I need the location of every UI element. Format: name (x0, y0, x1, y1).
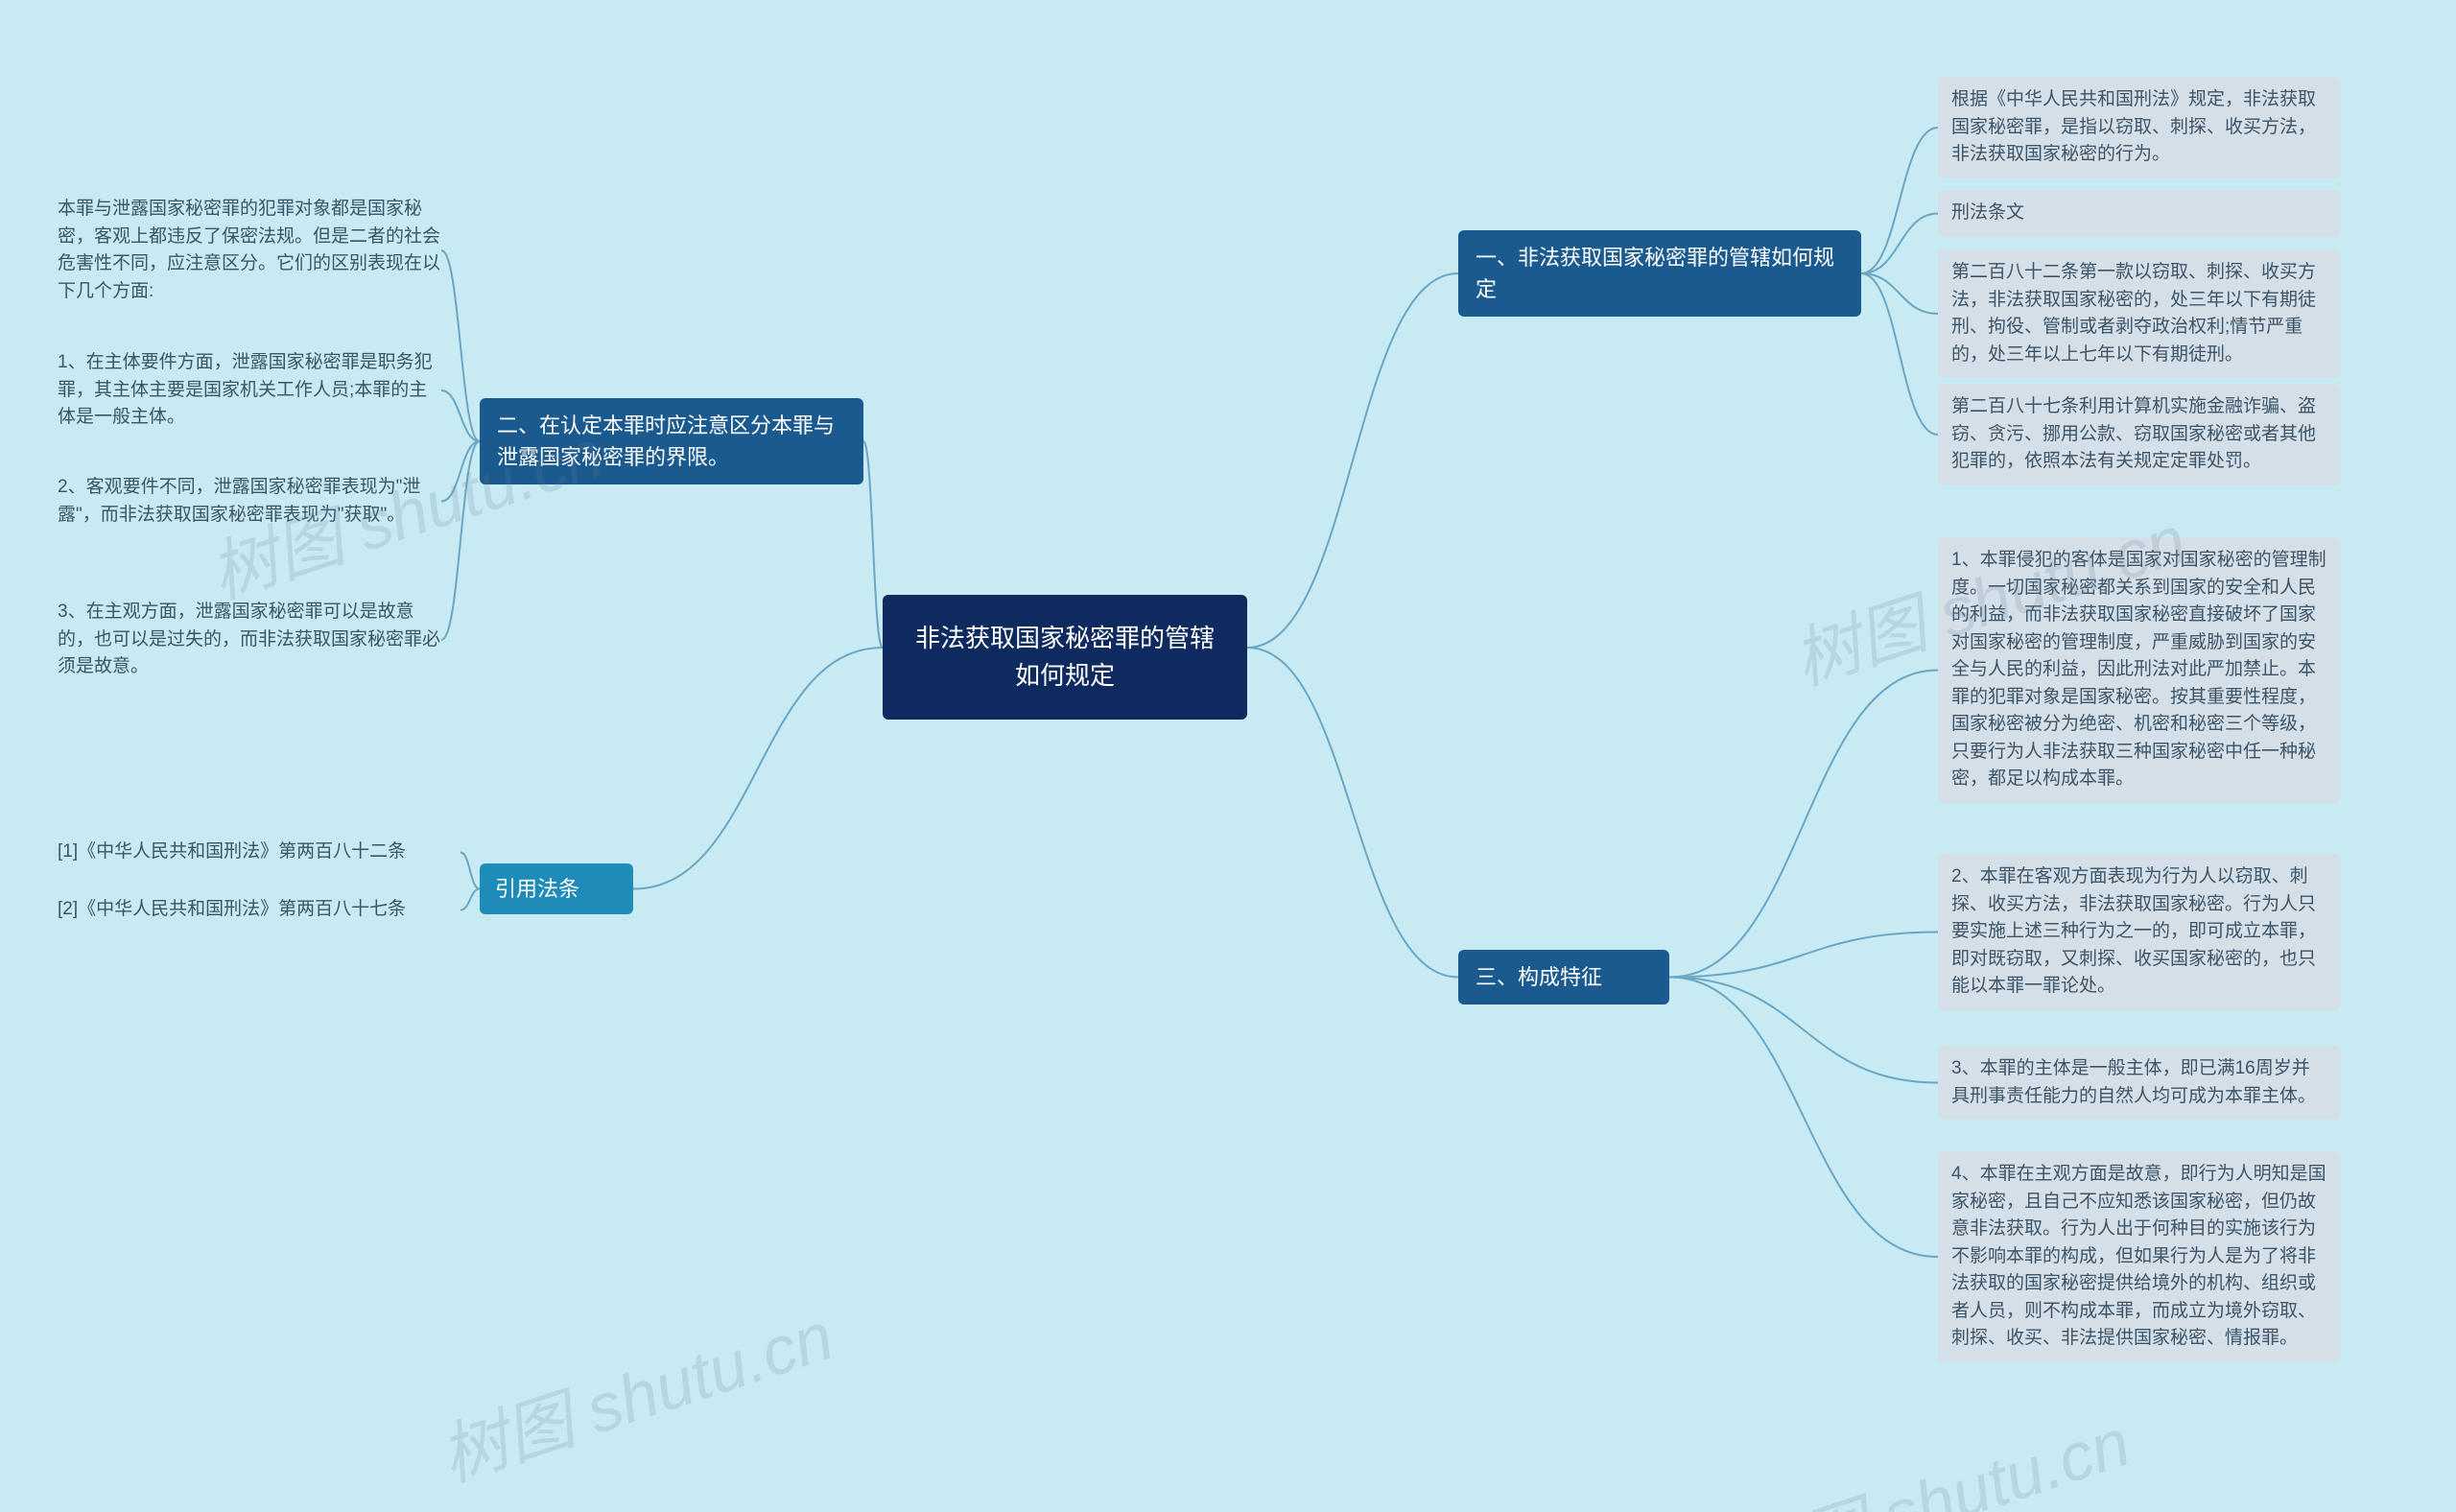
leaf-b1-0: 根据《中华人民共和国刑法》规定，非法获取国家秘密罪，是指以窃取、刺探、收买方法，… (1938, 77, 2341, 178)
leaf-b2-0: 本罪与泄露国家秘密罪的犯罪对象都是国家秘密，客观上都违反了保密法规。但是二者的社… (58, 192, 441, 309)
leaf-b3-1: 2、本罪在客观方面表现为行为人以窃取、刺探、收买方法，非法获取国家秘密。行为人只… (1938, 854, 2341, 1010)
branch-b1[interactable]: 一、非法获取国家秘密罪的管辖如何规定 (1458, 230, 1861, 317)
leaf-b1-1: 刑法条文 (1938, 190, 2341, 237)
leaf-b1-2: 第二百八十二条第一款以窃取、刺探、收买方法，非法获取国家秘密的，处三年以下有期徒… (1938, 249, 2341, 378)
leaf-b2-1: 1、在主体要件方面，泄露国家秘密罪是职务犯罪，其主体主要是国家机关工作人员;本罪… (58, 345, 441, 436)
leaf-b3-2: 3、本罪的主体是一般主体，即已满16周岁并具刑事责任能力的自然人均可成为本罪主体… (1938, 1046, 2341, 1120)
leaf-b3-0: 1、本罪侵犯的客体是国家对国家秘密的管理制度。一切国家秘密都关系到国家的安全和人… (1938, 537, 2341, 803)
leaf-b3-3: 4、本罪在主观方面是故意，即行为人明知是国家秘密，且自己不应知悉该国家秘密，但仍… (1938, 1151, 2341, 1362)
leaf-b1-3: 第二百八十七条利用计算机实施金融诈骗、盗窃、贪污、挪用公款、窃取国家秘密或者其他… (1938, 384, 2341, 485)
watermark-3: 图 shutu.cn (1787, 1389, 2140, 1512)
branch-b2[interactable]: 二、在认定本罪时应注意区分本罪与泄露国家秘密罪的界限。 (480, 398, 863, 484)
leaf-b4-1: [2]《中华人民共和国刑法》第两百八十七条 (58, 892, 460, 928)
leaf-b2-3: 3、在主观方面，泄露国家秘密罪可以是故意的，也可以是过失的，而非法获取国家秘密罪… (58, 595, 441, 685)
root-node[interactable]: 非法获取国家秘密罪的管辖如何规定 (883, 595, 1247, 720)
leaf-b2-2: 2、客观要件不同，泄露国家秘密罪表现为"泄露"，而非法获取国家秘密罪表现为"获取… (58, 470, 441, 532)
watermark-1: 树图 shutu.cn (427, 1283, 844, 1500)
branch-b3[interactable]: 三、构成特征 (1458, 950, 1669, 1004)
branch-b4[interactable]: 引用法条 (480, 863, 633, 914)
leaf-b4-0: [1]《中华人民共和国刑法》第两百八十二条 (58, 835, 460, 870)
